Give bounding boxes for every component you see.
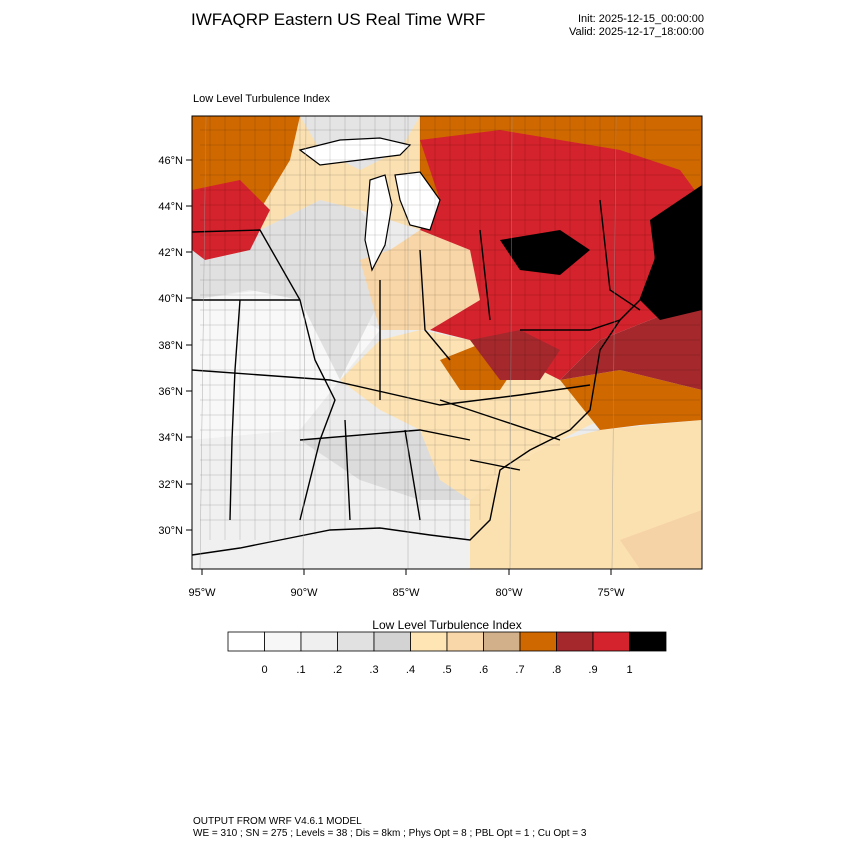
- colorbar-swatch: [227, 631, 265, 652]
- model-info-line2: WE = 310 ; SN = 275 ; Levels = 38 ; Dis …: [193, 828, 587, 839]
- model-info-line1: OUTPUT FROM WRF V4.6.1 MODEL: [193, 816, 362, 827]
- colorbar-label: .9: [588, 664, 597, 676]
- latitude-label: 40°N: [158, 293, 183, 305]
- county-lines: [200, 116, 700, 540]
- colorbar-label: .8: [552, 664, 561, 676]
- longitude-label: 90°W: [290, 587, 318, 599]
- valid-time: Valid: 2025-12-17_18:00:00: [569, 26, 704, 38]
- latitude-label: 32°N: [158, 479, 183, 491]
- latitude-label: 30°N: [158, 525, 183, 537]
- longitude-label: 80°W: [495, 587, 523, 599]
- field-label: Low Level Turbulence Index: [193, 93, 330, 105]
- colorbar-swatch: [264, 631, 302, 652]
- latitude-label: 46°N: [158, 155, 183, 167]
- graticule: [199, 115, 617, 570]
- longitude-label: 75°W: [597, 587, 625, 599]
- map-frame: [191, 115, 703, 570]
- model-info: OUTPUT FROM WRF V4.6.1 MODEL WE = 310 ; …: [193, 816, 586, 840]
- latitude-label: 44°N: [158, 201, 183, 213]
- colorbar-label: .2: [333, 664, 342, 676]
- colorbar-label: .4: [406, 664, 415, 676]
- turbulence-field: [192, 116, 702, 569]
- latitude-axis: 46°N 44°N 42°N 40°N 38°N 36°N 34°N 32°N 30°N: [158, 155, 192, 537]
- colorbar-label: .1: [296, 664, 305, 676]
- colorbar-label: .3: [369, 664, 378, 676]
- colorbar-swatch: [556, 631, 594, 652]
- colorbar-label: 1: [626, 664, 632, 676]
- colorbar-label: .6: [479, 664, 488, 676]
- longitude-label: 95°W: [188, 587, 216, 599]
- colorbar-title: Low Level Turbulence Index: [372, 618, 522, 632]
- latitude-label: 34°N: [158, 432, 183, 444]
- init-time: Init: 2025-12-15_00:00:00: [578, 13, 704, 25]
- colorbar-label: .5: [442, 664, 451, 676]
- latitude-label: 42°N: [158, 247, 183, 259]
- great-lakes: [298, 137, 441, 272]
- colorbar-swatch: [337, 631, 375, 652]
- run-times: Init: 2025-12-15_00:00:00 Valid: 2025-12…: [569, 13, 704, 39]
- colorbar-swatch: [410, 631, 448, 652]
- latitude-label: 38°N: [158, 340, 183, 352]
- colorbar-swatch: [373, 631, 411, 652]
- colorbar-swatch: [446, 631, 484, 652]
- colorbar-swatch: [592, 631, 630, 652]
- latitude-label: 36°N: [158, 386, 183, 398]
- colorbar-swatch: [483, 631, 521, 652]
- colorbar-swatch: [300, 631, 338, 652]
- longitude-label: 85°W: [392, 587, 420, 599]
- colorbar-label: 0: [261, 664, 267, 676]
- colorbar-swatch: [629, 631, 667, 652]
- plot-title: IWFAQRP Eastern US Real Time WRF: [191, 10, 486, 29]
- colorbar-label: .7: [515, 664, 524, 676]
- longitude-axis: 95°W 90°W 85°W 80°W 75°W: [188, 569, 625, 599]
- colorbar: 0 .1 .2 .3 .4 .5 .6 .7 .8 .9 1: [227, 631, 667, 676]
- colorbar-swatch: [519, 631, 557, 652]
